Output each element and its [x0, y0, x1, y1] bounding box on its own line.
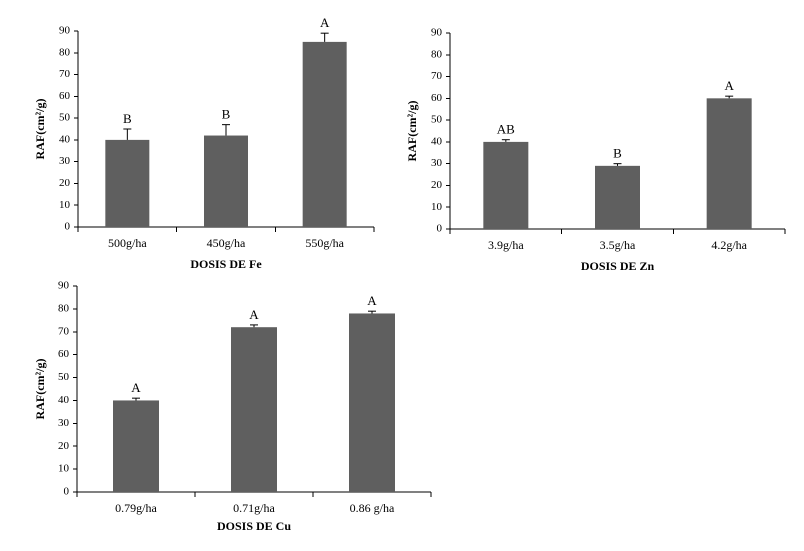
fe-category-label: 450g/ha [207, 236, 246, 250]
fe-x-axis-title: DOSIS DE Fe [190, 257, 262, 271]
fe-y-tick-label: 10 [59, 199, 71, 211]
cu-y-tick-label: 20 [58, 440, 70, 452]
zn-y-tick-label: 30 [431, 157, 443, 169]
fe-y-axis-title: RAF(cm²/g) [33, 99, 47, 160]
zn-y-axis-title: RAF(cm²/g) [405, 101, 419, 162]
fe-category-label: 550g/ha [305, 236, 344, 250]
zn-significance-letter: B [613, 146, 622, 161]
cu-bar [113, 400, 159, 492]
cu-y-tick-label: 90 [58, 280, 70, 292]
cu-category-label: 0.86 g/ha [350, 501, 395, 515]
cu-x-axis-title: DOSIS DE Cu [217, 519, 291, 533]
zn-y-tick-label: 80 [431, 48, 443, 60]
zn-y-tick-label: 90 [431, 27, 443, 39]
zn-category-label: 3.5g/ha [600, 238, 636, 252]
cu-y-tick-label: 10 [58, 463, 70, 475]
cu-significance-letter: A [249, 307, 259, 322]
fe-y-tick-label: 60 [59, 90, 71, 102]
zn-y-tick-label: 50 [431, 114, 443, 126]
cu-bar [231, 327, 277, 492]
zn-y-tick-label: 0 [437, 223, 443, 235]
cu-y-tick-label: 0 [64, 486, 70, 498]
zn-significance-letter: A [724, 78, 734, 93]
zn-significance-letter: AB [497, 122, 515, 137]
fe-significance-letter: B [123, 111, 132, 126]
fe-y-tick-label: 90 [59, 25, 71, 37]
fe-y-tick-label: 70 [59, 68, 71, 80]
zn-category-label: 3.9g/ha [488, 238, 524, 252]
fe-bar [105, 139, 150, 227]
cu-y-tick-label: 60 [58, 348, 70, 360]
fe-bar [204, 135, 248, 227]
zn-bar [706, 98, 752, 229]
zn-y-tick-label: 20 [431, 179, 443, 191]
zn-y-tick-label: 10 [431, 201, 443, 213]
zn-y-tick-label: 70 [431, 70, 443, 82]
cu-category-label: 0.71g/ha [233, 501, 275, 515]
fe-y-tick-label: 50 [59, 112, 71, 124]
cu-bar [349, 313, 395, 492]
fe-y-tick-label: 30 [59, 155, 71, 167]
cu-significance-letter: A [131, 380, 141, 395]
cu-category-label: 0.79g/ha [115, 501, 157, 515]
cu-y-tick-label: 30 [58, 417, 70, 429]
fe-y-tick-label: 80 [59, 46, 71, 58]
fe-y-tick-label: 20 [59, 177, 71, 189]
zn-bar [483, 141, 529, 229]
cu-y-tick-label: 80 [58, 302, 70, 314]
fe-category-label: 500g/ha [108, 236, 147, 250]
zn-y-tick-label: 40 [431, 135, 443, 147]
fe-significance-letter: B [222, 107, 231, 122]
zn-x-axis-title: DOSIS DE Zn [581, 259, 655, 273]
cu-y-tick-label: 50 [58, 371, 70, 383]
cu-significance-letter: A [367, 293, 377, 308]
zn-y-tick-label: 60 [431, 92, 443, 104]
cu-y-axis-title: RAF(cm²/g) [33, 359, 47, 420]
zn-category-label: 4.2g/ha [711, 238, 747, 252]
cu-y-tick-label: 40 [58, 394, 70, 406]
fe-significance-letter: A [320, 15, 330, 30]
fe-y-tick-label: 0 [65, 221, 71, 233]
fe-bar [302, 41, 347, 228]
zn-bar [595, 165, 640, 229]
cu-y-tick-label: 70 [58, 325, 70, 337]
fe-y-tick-label: 40 [59, 133, 71, 145]
